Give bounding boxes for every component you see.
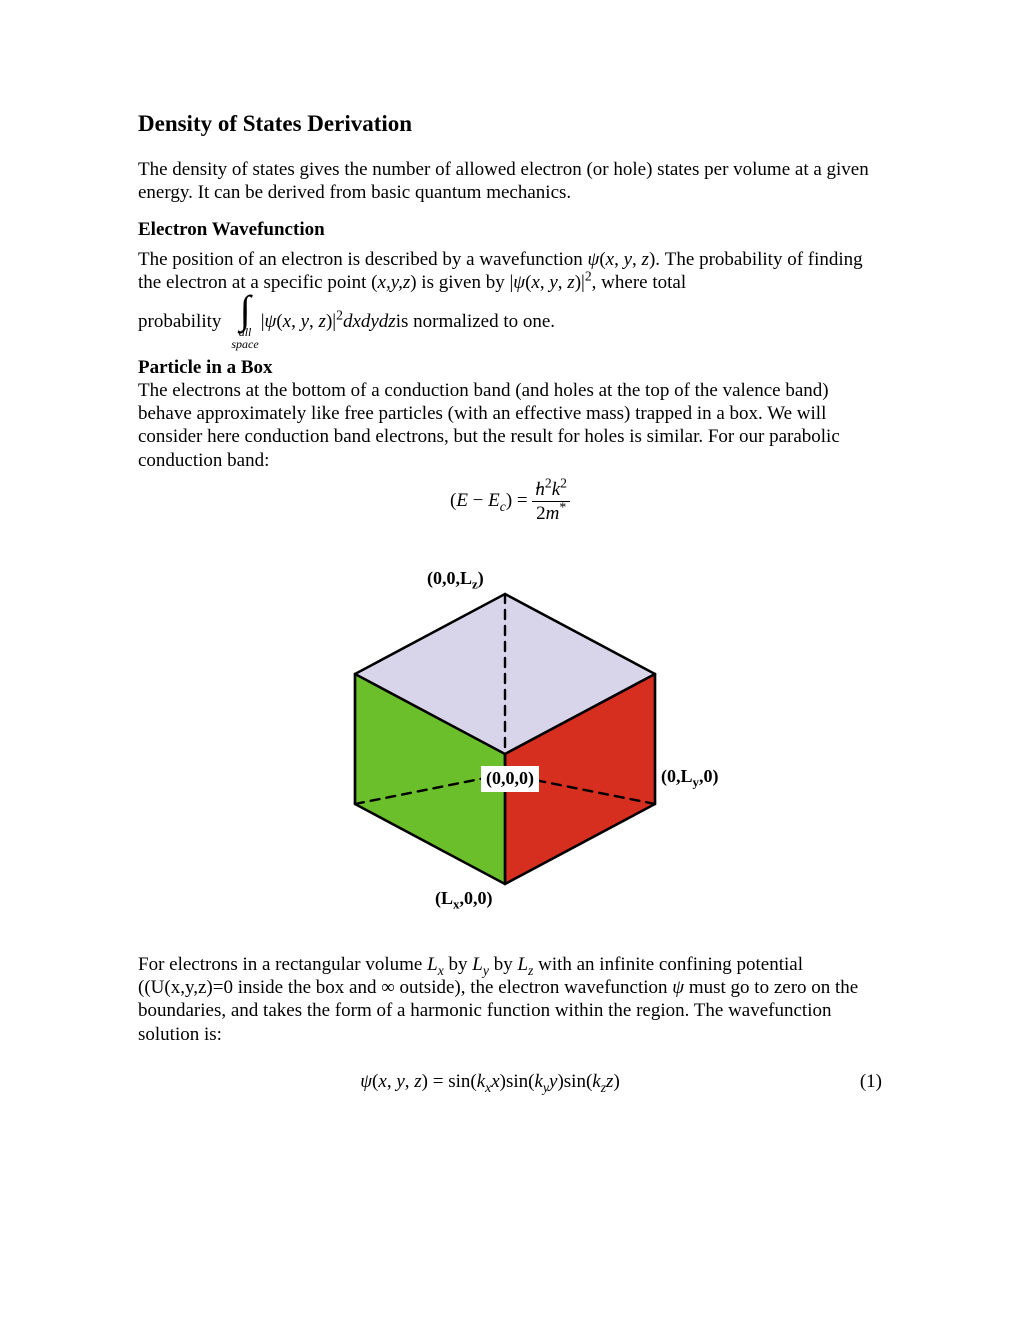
boundary-conditions-paragraph: For electrons in a rectangular volume Lx…	[138, 953, 882, 1046]
page-title: Density of States Derivation	[138, 110, 882, 138]
cube-figure: (0,0,Lz) (0,Ly,0) (0,0,0) (Lx,0,0)	[260, 539, 760, 939]
vertex-label-right: (0,Ly,0)	[661, 766, 718, 790]
integral-icon: ∫	[240, 294, 251, 326]
vertex-label-bottom: (Lx,0,0)	[435, 888, 492, 912]
section-particle-in-box: Particle in a Box	[138, 356, 882, 379]
equation-number: (1)	[842, 1070, 882, 1093]
vertex-label-origin: (0,0,0)	[481, 766, 539, 792]
particle-box-paragraph: The electrons at the bottom of a conduct…	[138, 379, 882, 472]
wavefunction-solution-equation: ψ(x, y, z) = sin(kxx)sin(kyy)sin(kzz) (1…	[138, 1070, 882, 1093]
intro-paragraph: The density of states gives the number o…	[138, 158, 882, 204]
cube-diagram	[260, 539, 760, 939]
vertex-label-top: (0,0,Lz)	[427, 568, 484, 592]
section-electron-wavefunction: Electron Wavefunction	[138, 218, 882, 241]
normalization-integral: probability ∫ all space |ψ(x, y, z)|2dxd…	[138, 294, 882, 350]
parabolic-band-equation: (E − Ec) = h2k2 2m*	[138, 478, 882, 525]
